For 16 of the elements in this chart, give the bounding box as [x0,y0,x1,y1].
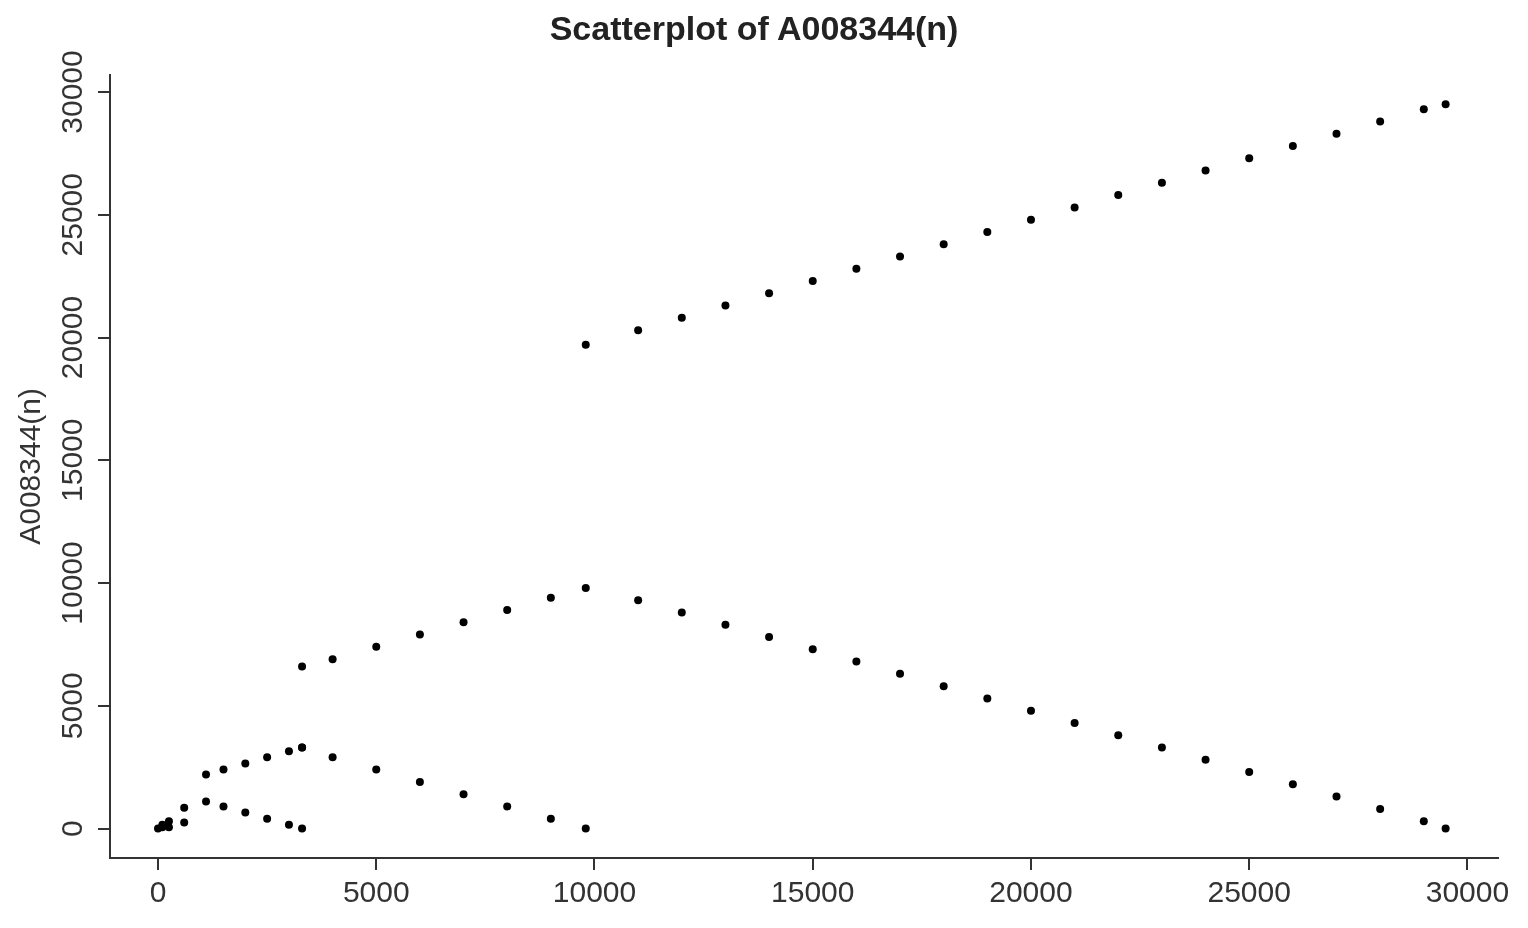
y-tick-label: 5000 [55,672,89,740]
y-tick-label: 30000 [55,50,89,134]
y-tick-label: 20000 [55,295,89,380]
y-tick-label: 25000 [55,173,89,257]
y-tick-label: 15000 [55,418,89,502]
y-axis-title: A008344(n) [13,388,47,545]
y-tick-label: 0 [55,820,89,837]
x-tick-label: 15000 [771,875,855,909]
chart-title: Scatterplot of A008344(n) [549,8,959,47]
x-tick-label: 0 [149,875,167,909]
x-tick-label: 30000 [1425,875,1510,909]
x-tick-label: 25000 [1207,875,1291,909]
x-tick-label: 10000 [552,875,637,909]
y-tick-label: 10000 [55,541,89,625]
x-tick-label: 20000 [989,875,1073,909]
x-tick-label: 5000 [342,875,410,909]
